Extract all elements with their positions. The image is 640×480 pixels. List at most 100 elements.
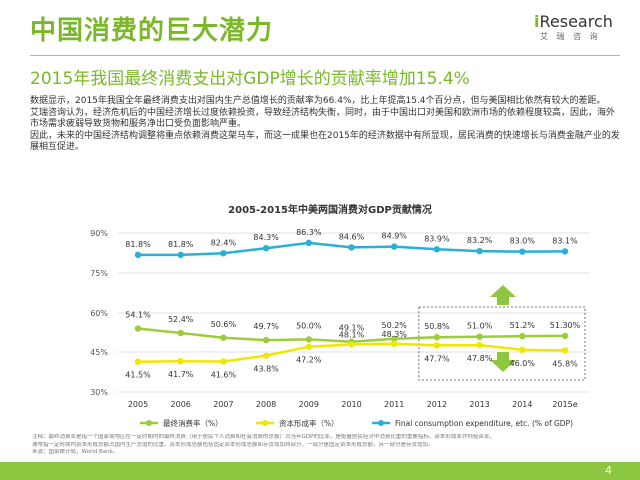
data-point [177, 251, 184, 259]
body-text: 数据显示，2015年我国全年最终消费支出对国内生产总值增长的贡献率为66.4%，… [30, 96, 620, 154]
data-label: 49.1% [339, 324, 365, 333]
data-label: 48.1% [339, 330, 365, 339]
chart-grid [118, 232, 590, 393]
data-point [519, 332, 526, 340]
data-label: 83.1% [552, 236, 578, 245]
data-point [220, 250, 227, 257]
note-line: 通常指一定时期内资本形成总额占国内生产总值的比重。资本形成总额包括固定资本形成总… [32, 441, 434, 448]
page-title: 中国消费的巨大潜力 [30, 16, 274, 46]
data-point [476, 333, 483, 340]
data-label: 54.1% [125, 311, 151, 320]
data-point [391, 335, 398, 343]
y-tick-label: 30% [90, 388, 108, 397]
data-point [561, 248, 569, 255]
data-label: 41.5% [125, 371, 151, 380]
data-label: 43.8% [253, 365, 279, 374]
data-label: 86.3% [296, 228, 322, 237]
data-point [519, 346, 526, 354]
data-point [305, 343, 312, 350]
data-point [476, 341, 483, 349]
data-label: 47.8% [467, 354, 493, 363]
data-point [262, 352, 270, 359]
chart-series [134, 239, 569, 365]
logo-subtext: 艾 瑞 咨 询 [540, 32, 601, 41]
data-label: 45.8% [552, 359, 578, 368]
data-point [348, 244, 355, 251]
legend-marker [378, 420, 384, 426]
x-tick-label: 2005 [128, 400, 148, 409]
data-label: 50.2% [381, 321, 407, 330]
y-tick-label: 45% [90, 348, 108, 357]
data-point [561, 347, 569, 354]
data-label: 82.4% [211, 238, 237, 247]
legend-label: 最终消费率（%） [163, 418, 223, 428]
data-label: 84.6% [339, 232, 365, 241]
data-point [134, 358, 142, 365]
logo-main-label: Research [539, 12, 613, 31]
legend-label: 资本形成率（%） [279, 418, 339, 428]
data-point [391, 340, 398, 348]
data-label: 81.8% [125, 240, 151, 249]
y-tick-label: 75% [90, 269, 108, 278]
data-label: 50.6% [211, 320, 237, 329]
data-label: 41.6% [211, 370, 237, 379]
data-label: 51.2% [510, 321, 536, 330]
x-tick-label: 2012 [427, 400, 447, 409]
data-point [177, 329, 184, 337]
paragraph: 艾瑞咨询认为，经济危机后的中国经济增长过度依赖投资，导致经济结构失衡，同时，由于… [30, 107, 616, 130]
data-label: 50.8% [424, 322, 450, 331]
consumption-chart: 2005-2015年中美两国消费对GDP贡献情况 90% 75% 60% 45% 30%… [90, 203, 590, 428]
data-label: 51.0% [467, 322, 493, 331]
data-point [561, 332, 569, 340]
data-label: 83.0% [510, 237, 536, 246]
data-label: 83.2% [467, 236, 493, 245]
data-point [305, 336, 312, 343]
data-point [476, 247, 483, 255]
x-tick-label: 2015e [552, 400, 577, 409]
data-point [220, 334, 227, 341]
data-point [348, 341, 355, 348]
data-point [134, 251, 142, 259]
data-label: 47.2% [296, 356, 322, 365]
y-tick-label: 60% [90, 309, 108, 318]
data-point [433, 334, 441, 341]
x-tick-label: 2007 [213, 400, 233, 409]
note-line: 注释：最终消费率是指一个国家或地区在一定时期内的最终消费（用于居民个人消费和社会… [32, 434, 495, 440]
x-tick-label: 2006 [171, 400, 191, 409]
chart-title: 2005-2015年中美两国消费对GDP贡献情况 [228, 203, 432, 216]
x-axis-ticks: 2005 2006 2007 2008 2009 2010 2011 2012 2013 2014… [128, 400, 578, 409]
y-axis-ticks: 90% 75% 60% 45% 30% [90, 229, 108, 397]
x-tick-label: 2010 [341, 400, 361, 409]
data-point [433, 342, 441, 349]
page-subtitle: 2015年我国最终消费支出对GDP增长的贡献率增加15.4% [30, 69, 470, 89]
logo-text: iResearch [534, 12, 613, 31]
x-tick-label: 2013 [469, 400, 489, 409]
iresearch-logo: iResearch 艾 瑞 咨 询 [534, 12, 614, 46]
data-label: 83.9% [424, 234, 450, 243]
legend-label: Final consumption expenditure, etc. (% o… [395, 419, 573, 428]
arrow-up-icon [489, 285, 516, 305]
footer-bar: 4 [0, 462, 640, 480]
data-label: 81.8% [168, 240, 194, 249]
data-label: 52.4% [168, 315, 194, 324]
paragraph: 因此，未来的中国经济结构调整将重点依赖消费这架马车，而这一成果也在2015年的经… [30, 130, 620, 153]
legend-marker [146, 420, 152, 426]
arrow-down-icon [489, 352, 516, 372]
data-label: 50.0% [296, 321, 322, 330]
title-divider [30, 55, 620, 56]
data-labels: 81.8% 81.8% 82.4% 84.3% 86.3% 84.6% 84.9% 83.9%… [125, 228, 580, 380]
data-label: 84.9% [381, 232, 407, 241]
x-tick-label: 2008 [256, 400, 276, 409]
y-tick-label: 90% [90, 229, 108, 238]
page-number: 4 [605, 464, 612, 477]
data-label: 49.7% [253, 322, 279, 331]
data-label: 46.0% [510, 359, 536, 368]
legend-marker [262, 420, 268, 426]
data-point [305, 239, 312, 247]
data-point [134, 325, 142, 332]
data-point [220, 358, 227, 365]
paragraph: 数据显示，2015年我国全年最终消费支出对国内生产总值增长的贡献率为66.4%，… [30, 96, 606, 106]
data-point [262, 336, 270, 344]
data-label: 41.7% [168, 370, 194, 379]
data-label: 48.3% [381, 330, 407, 339]
